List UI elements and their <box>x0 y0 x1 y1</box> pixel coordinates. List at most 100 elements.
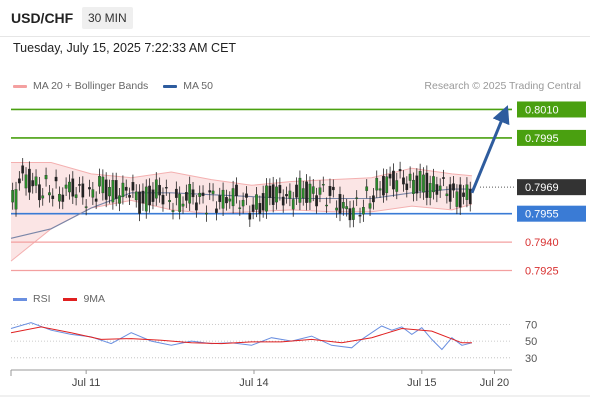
price-candle-body <box>178 193 182 212</box>
price-candle-body <box>241 199 245 207</box>
price-candle-body <box>248 212 252 220</box>
level-label-1: 0.7995 <box>525 133 559 145</box>
price-candle-body <box>428 183 432 198</box>
price-candle-body <box>101 176 105 194</box>
price-candle-body <box>268 185 272 198</box>
price-candle-body <box>228 198 232 202</box>
rsi-tick-label-2: 30 <box>525 353 537 365</box>
price-candle-body <box>448 184 452 202</box>
price-candle-body <box>412 179 415 194</box>
price-candle-body <box>208 190 212 193</box>
price-candle-body <box>54 176 58 182</box>
price-candle-body <box>265 185 268 212</box>
price-candle-body <box>418 171 422 191</box>
price-candle-body <box>375 177 379 191</box>
x-tick-label-3: Jul 20 <box>480 377 509 389</box>
price-candle-body <box>382 175 385 196</box>
price-candle-body <box>348 208 352 221</box>
price-candle-body <box>408 173 412 181</box>
price-candle-body <box>238 207 242 209</box>
price-candle-body <box>338 194 342 214</box>
rsi-tick-label-0: 70 <box>525 319 537 331</box>
price-candle-body <box>385 176 389 194</box>
price-candle-body <box>91 189 95 198</box>
price-candle-body <box>88 187 91 190</box>
x-tick-label-2: Jul 15 <box>407 377 436 389</box>
price-candle-body <box>78 184 81 186</box>
price-candle-body <box>11 190 15 203</box>
price-candle-body <box>275 186 278 203</box>
price-candle-body <box>351 207 355 220</box>
price-candle-body <box>325 204 328 207</box>
price-candle-body <box>251 204 255 212</box>
price-candle-body <box>271 184 275 205</box>
legend-label-rsi: RSI <box>33 293 51 305</box>
chart-header: USD/CHF 30 MIN <box>0 0 590 37</box>
price-panel: 0.8010 0.7995 0.7969 0.7955 0.7940 0.7925 <box>10 101 586 278</box>
price-candle-body <box>422 174 425 193</box>
price-candle-body <box>435 184 439 195</box>
price-candle-body <box>442 177 445 179</box>
price-candle-body <box>358 215 362 217</box>
legend-swatch-ma20 <box>13 84 27 88</box>
price-candle-body <box>138 191 141 214</box>
legend-label-ma20: MA 20 + Bollinger Bands <box>33 80 149 92</box>
datetime-label: Tuesday, July 15, 2025 7:22:33 AM CET <box>13 41 237 55</box>
price-candle-body <box>321 184 325 186</box>
price-candle-body <box>164 187 168 189</box>
price-candle-body <box>445 193 449 197</box>
price-candle-body <box>51 195 55 200</box>
price-candle-body <box>415 175 419 194</box>
level-label-5: 0.7925 <box>525 266 559 278</box>
price-candle-body <box>205 212 208 215</box>
price-candle-body <box>261 193 265 211</box>
price-candle-body <box>458 184 462 208</box>
price-candle-body <box>315 195 318 207</box>
price-candle-body <box>231 188 235 207</box>
legend-swatch-9ma <box>63 297 78 301</box>
price-candle-body <box>74 194 78 198</box>
price-candle-body <box>68 181 71 193</box>
price-candle-body <box>114 180 118 199</box>
price-candle-body <box>225 197 228 204</box>
price-candle-body <box>235 184 238 197</box>
price-candle-body <box>388 173 392 179</box>
price-candle-body <box>215 208 218 213</box>
price-candle-body <box>405 183 409 191</box>
price-candle-body <box>98 176 101 187</box>
price-candle-body <box>465 184 469 200</box>
price-candle-body <box>64 184 68 189</box>
price-candle-body <box>201 192 205 197</box>
price-candle-body <box>124 186 128 191</box>
level-label-2: 0.7969 <box>525 182 559 194</box>
legend-item-ma50: MA 50 <box>163 80 213 92</box>
price-candle-body <box>378 188 382 191</box>
price-candle-body <box>255 194 258 210</box>
price-candle-body <box>17 178 21 184</box>
price-candle-body <box>341 202 345 209</box>
price-candle-body <box>328 186 332 196</box>
price-candle-body <box>345 206 349 210</box>
price-candle-body <box>278 185 282 194</box>
price-candle-body <box>335 207 339 211</box>
price-candle-body <box>311 186 315 194</box>
price-candle-body <box>28 168 31 193</box>
price-candle-body <box>94 198 98 202</box>
price-candle-body <box>438 185 442 191</box>
price-candle-body <box>171 210 175 212</box>
rsi-legend: RSI 9MA <box>13 293 115 305</box>
price-candle-body <box>154 179 158 199</box>
price-candle-body <box>452 183 455 191</box>
timeframe-button[interactable]: 30 MIN <box>82 7 133 29</box>
legend-swatch-ma50 <box>163 84 178 88</box>
price-candle-body <box>331 186 335 191</box>
legend-label-9ma: 9MA <box>83 293 106 305</box>
price-candle-body <box>191 189 195 198</box>
price-candle-body <box>41 195 45 199</box>
price-candle-body <box>38 184 41 201</box>
legend-swatch-rsi <box>13 297 27 301</box>
price-candle-body <box>218 195 222 203</box>
price-candle-body <box>372 195 375 203</box>
level-label-3: 0.7955 <box>525 209 559 221</box>
price-candle-body <box>181 203 185 207</box>
